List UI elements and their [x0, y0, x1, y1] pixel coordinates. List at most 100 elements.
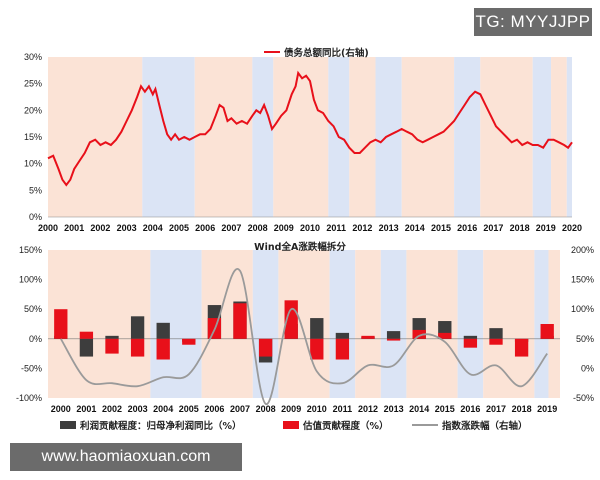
top-band-12	[551, 57, 567, 217]
bottom-x-tick: 2005	[179, 404, 199, 414]
bottom-right-y-tick: 150%	[571, 275, 594, 285]
bottom-chart-title: Wind全A涨跌幅拆分	[254, 241, 346, 253]
bottom-x-tick: 2015	[435, 404, 455, 414]
bottom-chart-background-bands	[48, 250, 560, 398]
top-y-tick: 5%	[29, 185, 42, 195]
bottom-chart-bars	[54, 300, 554, 363]
bottom-x-tick: 2009	[281, 404, 301, 414]
top-x-tick: 2000	[38, 223, 58, 233]
bottom-left-y-tick: 0%	[29, 334, 42, 344]
valuation-bar-2003	[130, 338, 145, 357]
top-x-tick: 2015	[431, 223, 451, 233]
top-band-9	[454, 57, 481, 217]
valuation-bar-2011	[335, 338, 350, 360]
valuation-bar-2014	[412, 329, 426, 339]
bottom-left-y-tick: -50%	[21, 363, 42, 373]
valuation-bar-2016	[463, 338, 478, 348]
top-band-7	[375, 57, 402, 217]
top-band-8	[401, 57, 455, 217]
top-band-2	[194, 57, 253, 217]
bottom-left-y-tick: -100%	[16, 393, 42, 403]
valuation-bar-2013	[386, 338, 401, 341]
bottom-x-tick: 2006	[204, 404, 224, 414]
top-x-tick: 2005	[169, 223, 189, 233]
bottom-band-7	[380, 250, 407, 398]
bottom-right-y-tick: 200%	[571, 245, 594, 255]
bottom-right-y-tick: 100%	[571, 304, 594, 314]
bottom-left-y-tick: 50%	[24, 304, 42, 314]
top-band-6	[349, 57, 376, 217]
bottom-x-tick: 2017	[486, 404, 506, 414]
profit-bar-2003	[130, 316, 145, 339]
top-x-tick: 2018	[510, 223, 530, 233]
bottom-x-tick: 2016	[460, 404, 480, 414]
watermark-url: www.haomiaoxuan.com	[10, 443, 242, 471]
bottom-x-tick: 2003	[128, 404, 148, 414]
bottom-x-tick: 2010	[307, 404, 327, 414]
profit-bar-2016	[463, 335, 478, 339]
top-y-tick: 15%	[24, 132, 42, 142]
bottom-x-tick: 2013	[384, 404, 404, 414]
bottom-band-9	[457, 250, 484, 398]
bottom-x-tick: 2004	[153, 404, 173, 414]
bottom-x-tick: 2002	[102, 404, 122, 414]
profit-bar-2011	[335, 332, 350, 339]
bottom-right-y-tick: -50%	[573, 393, 594, 403]
profit-bar-2017	[489, 328, 503, 339]
top-x-tick: 2012	[352, 223, 372, 233]
valuation-bar-2001	[79, 331, 94, 339]
top-x-tick: 2019	[536, 223, 556, 233]
top-x-tick: 2009	[274, 223, 294, 233]
bottom-band-3	[252, 250, 279, 398]
bottom-left-y-tick: 100%	[19, 275, 42, 285]
top-chart-legend: 债务总额同比(右轴)	[264, 47, 369, 59]
top-x-tick: 2016	[457, 223, 477, 233]
valuation-bar-2007	[233, 303, 247, 339]
bottom-x-tick: 2019	[537, 404, 557, 414]
top-x-tick: 2011	[326, 223, 346, 233]
top-band-13	[566, 57, 572, 217]
debt-growth-line	[47, 70, 573, 187]
valuation-bar-2012	[361, 335, 375, 339]
bottom-left-y-tick: 150%	[19, 245, 42, 255]
bottom-x-tick: 2000	[51, 404, 71, 414]
bottom-x-tick: 2011	[333, 404, 353, 414]
legend-label-index: 指数涨跌幅（右轴）	[442, 420, 528, 432]
top-band-0	[48, 57, 143, 217]
bottom-chart-right-axis: -50% 0% 50% 100% 150% 200%	[571, 245, 594, 403]
top-y-tick: 0%	[29, 212, 42, 222]
profit-bar-2001	[79, 338, 94, 357]
profit-bar-2010	[310, 318, 324, 339]
valuation-bar-2004	[156, 338, 170, 360]
valuation-bar-2017	[489, 338, 503, 345]
top-x-tick: 2008	[248, 223, 268, 233]
bottom-chart-return-split: Wind全A涨跌幅拆分 -100% -50% 0% 50% 100% 150% -50% 0…	[16, 241, 594, 432]
bottom-right-y-tick: 50%	[576, 334, 594, 344]
top-x-tick: 2007	[221, 223, 241, 233]
bottom-right-y-tick: 0%	[581, 363, 594, 373]
profit-bar-2013	[386, 331, 401, 339]
top-x-tick: 2004	[143, 223, 163, 233]
top-x-tick: 2002	[90, 223, 110, 233]
top-x-tick: 2001	[64, 223, 84, 233]
profit-bar-2004	[156, 322, 170, 339]
top-band-11	[532, 57, 552, 217]
bottom-chart-left-axis: -100% -50% 0% 50% 100% 150%	[16, 245, 42, 403]
bottom-band-6	[355, 250, 381, 398]
legend-label-profit: 利润贡献程度：归母净利润同比（%）	[79, 420, 242, 432]
top-x-tick: 2010	[300, 223, 320, 233]
top-y-tick: 30%	[24, 52, 42, 62]
watermark-tg: TG: MYYJJPP	[474, 8, 592, 36]
legend-label-valuation: 估值贡献程度（%）	[302, 420, 389, 432]
bottom-chart-x-axis: 2000 2001 2002 2003 2004 2005 2006 2007 2008 2009…	[48, 338, 560, 414]
legend-swatch-profit	[60, 421, 76, 429]
valuation-bar-2015	[438, 332, 452, 339]
top-band-3	[252, 57, 274, 217]
valuation-bar-2008	[258, 338, 273, 357]
bottom-x-tick: 2014	[409, 404, 429, 414]
legend-label-debt-growth: 债务总额同比(右轴)	[284, 47, 369, 59]
top-x-tick: 2013	[379, 223, 399, 233]
top-y-tick: 10%	[24, 159, 42, 169]
valuation-bar-2002	[105, 338, 119, 354]
valuation-bar-2018	[514, 338, 529, 357]
